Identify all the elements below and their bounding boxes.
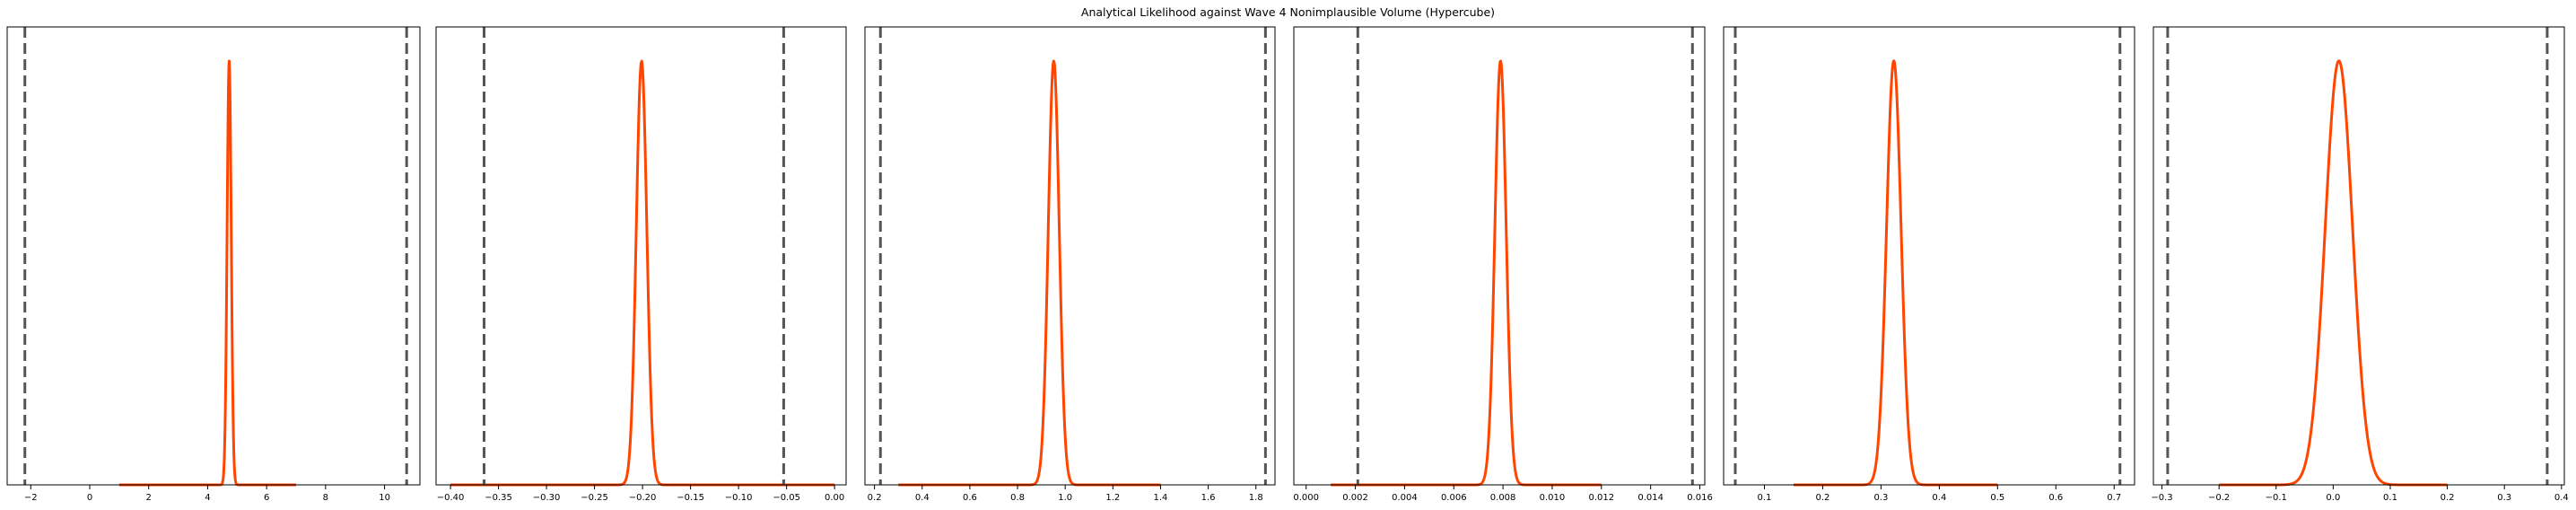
density-curve [2218, 59, 2449, 487]
subplot-1: −2 0 2 4 6 8 10 [6, 26, 421, 503]
x-tick-label: 0.2 [1815, 493, 1829, 503]
x-tick-label: −0.3 [2151, 493, 2172, 503]
x-tick-label: −2 [24, 493, 38, 503]
x-tick-label: 0.5 [1990, 493, 2004, 503]
density-curve [1792, 59, 1999, 487]
x-tick-label: 0.004 [1392, 493, 1418, 503]
density-curve [1330, 59, 1602, 487]
subplot-2: −0.40 −0.35 −0.30 −0.25 −0.20 −0.15 −0.10 −0.05… [435, 26, 847, 503]
x-tick-label: −0.05 [773, 493, 800, 503]
axes-frame [864, 26, 1276, 486]
subplot-3: 0.2 0.4 0.6 0.8 1.0 1.2 1.4 1.6 1.8 [864, 26, 1276, 503]
axes-frame [435, 26, 847, 486]
x-tick-label: 0.1 [1758, 493, 1772, 503]
x-tick-label: 1.4 [1154, 493, 1168, 503]
x-tick-label: −0.10 [725, 493, 753, 503]
axes-frame [6, 26, 421, 486]
x-tick-label: 0.008 [1490, 493, 1516, 503]
x-tick-label: 0.006 [1441, 493, 1467, 503]
figure-title: Analytical Likelihood against Wave 4 Non… [1080, 5, 1496, 19]
subplot-5: 0.1 0.2 0.3 0.4 0.5 0.6 0.7 [1723, 26, 2135, 503]
x-tick-label: 0.4 [1932, 493, 1946, 503]
x-tick-label: 0.2 [2441, 493, 2455, 503]
axes-frame [1293, 26, 1706, 486]
x-tick-label: −0.15 [677, 493, 704, 503]
density-curve [897, 59, 1162, 487]
x-tick-label: −0.35 [485, 493, 512, 503]
x-tick-label: 0.000 [1293, 493, 1319, 503]
x-tick-label: 2 [146, 493, 152, 503]
x-tick-label: 1.0 [1058, 493, 1072, 503]
x-tick-label: −0.20 [629, 493, 657, 503]
subplot-4: 0.000 0.002 0.004 0.006 0.008 0.010 0.012 0.014… [1293, 26, 1713, 503]
axes-frame [1723, 26, 2135, 486]
x-tick-label: 0.4 [2554, 493, 2569, 503]
density-curve [450, 59, 835, 487]
density-curve [118, 59, 298, 487]
x-tick-label: −0.30 [533, 493, 561, 503]
x-tick-label: 1.8 [1249, 493, 1263, 503]
x-tick-label: 10 [379, 493, 390, 503]
x-tick-label: 0.7 [2107, 493, 2121, 503]
x-tick-label: 0.014 [1637, 493, 1663, 503]
x-tick-label: 0.010 [1540, 493, 1566, 503]
x-tick-label: 0.00 [825, 493, 844, 503]
x-tick-label: 1.2 [1105, 493, 1120, 503]
x-tick-label: 1.6 [1201, 493, 1216, 503]
x-tick-label: 0.2 [868, 493, 882, 503]
x-tick-label: −0.25 [581, 493, 608, 503]
x-tick-label: 0.1 [2383, 493, 2397, 503]
x-tick-label: −0.40 [437, 493, 465, 503]
x-tick-label: 0.0 [2326, 493, 2340, 503]
x-tick-label: 0.3 [1873, 493, 1888, 503]
x-tick-label: 4 [205, 493, 210, 503]
subplot-6: −0.3 −0.2 −0.1 0.0 0.1 0.2 0.3 0.4 [2151, 26, 2569, 503]
x-tick-label: 6 [264, 493, 269, 503]
x-tick-label: −0.1 [2266, 493, 2287, 503]
x-tick-label: 0.6 [2048, 493, 2063, 503]
x-tick-label: 0.3 [2497, 493, 2511, 503]
x-tick-label: 0.012 [1588, 493, 1614, 503]
x-tick-label: 0.016 [1687, 493, 1713, 503]
x-tick-label: 0.6 [963, 493, 977, 503]
x-tick-label: −0.2 [2208, 493, 2230, 503]
x-tick-label: 0.002 [1342, 493, 1368, 503]
x-tick-label: 0.4 [915, 493, 930, 503]
x-tick-label: 0 [87, 493, 92, 503]
x-tick-label: 8 [323, 493, 328, 503]
x-tick-label: 0.8 [1010, 493, 1025, 503]
axes-frame [2152, 26, 2565, 486]
